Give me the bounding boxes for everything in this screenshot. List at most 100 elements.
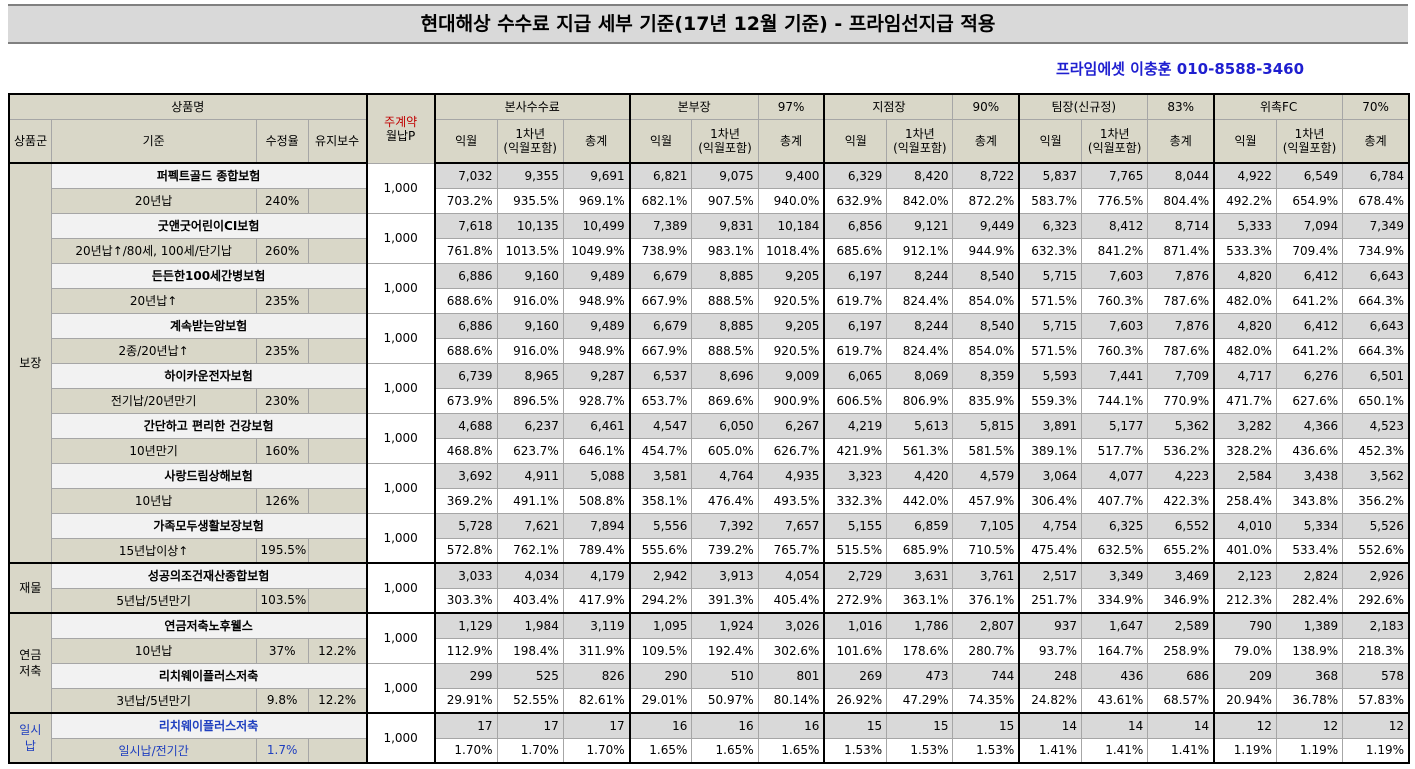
header-premium-label: 주계약 — [384, 114, 418, 129]
amount-cell: 9,205 — [757, 262, 825, 289]
amount-cell: 368 — [1275, 662, 1344, 689]
amount-cell: 8,244 — [886, 262, 954, 289]
product-rate: 195.5% — [255, 537, 309, 564]
percent-cell: 26.92% — [823, 687, 888, 714]
percent-cell: 471.7% — [1213, 387, 1277, 414]
amount-cell: 6,739 — [434, 362, 498, 389]
percent-cell: 760.3% — [1081, 337, 1149, 364]
product-rate: 235% — [255, 287, 309, 314]
percent-cell: 916.0% — [496, 337, 564, 364]
percent-cell: 653.7% — [628, 387, 693, 414]
percent-cell: 738.9% — [628, 237, 693, 264]
percent-cell: 407.7% — [1081, 487, 1149, 514]
percent-cell: 583.7% — [1018, 187, 1083, 214]
amount-cell: 7,094 — [1275, 212, 1344, 239]
percent-cell: 559.3% — [1018, 387, 1083, 414]
amount-cell: 15 — [886, 712, 954, 739]
amount-cell: 7,657 — [757, 512, 825, 539]
amount-cell: 4,077 — [1081, 462, 1149, 489]
percent-cell: 888.5% — [691, 337, 759, 364]
amount-cell: 6,237 — [496, 412, 564, 439]
product-row: 계속받는암보험 1,000 6,886 9,160 9,489 6,679 8,885 9,2… — [9, 312, 1411, 364]
percent-cell: 68.57% — [1147, 687, 1215, 714]
percent-cell: 983.1% — [691, 237, 759, 264]
product-subrow: 10년납 37% 12.2% 112.9% 198.4% 311.9% 109.5% 192.… — [9, 637, 1411, 664]
amount-cell: 248 — [1018, 662, 1083, 689]
amount-cell: 9,355 — [496, 162, 564, 189]
amount-cell: 6,886 — [434, 312, 498, 339]
amount-cell: 4,523 — [1342, 412, 1411, 439]
amount-cell: 2,729 — [823, 562, 888, 589]
amount-cell: 2,942 — [628, 562, 693, 589]
percent-cell: 632.3% — [1018, 237, 1083, 264]
percent-cell: 688.6% — [434, 337, 498, 364]
product-name: 가족모두생활보장보험 — [50, 512, 368, 539]
amount-cell: 6,501 — [1342, 362, 1411, 389]
percent-cell: 655.2% — [1147, 537, 1215, 564]
amount-cell: 12 — [1213, 712, 1277, 739]
amount-cell: 2,589 — [1147, 612, 1215, 639]
percent-cell: 1.70% — [496, 737, 564, 764]
amount-cell: 7,349 — [1342, 212, 1411, 239]
amount-cell: 6,643 — [1342, 312, 1411, 339]
percent-cell: 109.5% — [628, 637, 693, 664]
percent-cell: 389.1% — [1018, 437, 1083, 464]
product-maint — [307, 287, 368, 314]
product-basis: 3년납/5년만기 — [50, 687, 257, 714]
amount-cell: 8,885 — [691, 312, 759, 339]
product-maint — [307, 537, 368, 564]
header-col-year1-top: 1차년 — [1294, 126, 1325, 141]
amount-cell: 790 — [1213, 612, 1277, 639]
percent-cell: 1.19% — [1213, 737, 1277, 764]
percent-cell: 770.9% — [1147, 387, 1215, 414]
percent-cell: 80.14% — [757, 687, 825, 714]
amount-cell: 4,034 — [496, 562, 564, 589]
percent-cell: 82.61% — [562, 687, 631, 714]
percent-cell: 685.6% — [823, 237, 888, 264]
amount-cell: 10,499 — [562, 212, 631, 239]
amount-cell: 2,123 — [1213, 562, 1277, 589]
percent-cell: 1.41% — [1081, 737, 1149, 764]
product-basis: 전기납/20년만기 — [50, 387, 257, 414]
percent-cell: 417.9% — [562, 587, 631, 614]
group-label: 재물 — [7, 562, 52, 614]
percent-cell: 332.3% — [823, 487, 888, 514]
percent-cell: 192.4% — [691, 637, 759, 664]
percent-cell: 888.5% — [691, 287, 759, 314]
product-basis: 10년만기 — [50, 437, 257, 464]
amount-cell: 1,095 — [628, 612, 693, 639]
percent-cell: 492.2% — [1213, 187, 1277, 214]
amount-cell: 9,691 — [562, 162, 631, 189]
amount-cell: 9,205 — [757, 312, 825, 339]
percent-cell: 328.2% — [1213, 437, 1277, 464]
percent-cell: 896.5% — [496, 387, 564, 414]
product-name: 사랑드림상해보험 — [50, 462, 368, 489]
amount-cell: 16 — [628, 712, 693, 739]
amount-cell: 5,728 — [434, 512, 498, 539]
amount-cell: 8,540 — [952, 312, 1020, 339]
amount-cell: 744 — [952, 662, 1020, 689]
amount-cell: 7,389 — [628, 212, 693, 239]
amount-cell: 3,562 — [1342, 462, 1411, 489]
product-row: 리치웨이플러스저축 1,000 299 525 826 290 510 801 269 473 74… — [9, 662, 1411, 714]
amount-cell: 4,820 — [1213, 262, 1277, 289]
amount-cell: 6,886 — [434, 262, 498, 289]
header-section-2: 지점장 — [823, 93, 954, 120]
product-subrow: 전기납/20년만기 230% 673.9% 896.5% 928.7% 653.7% 869… — [9, 387, 1411, 414]
product-maint — [307, 337, 368, 364]
amount-cell: 6,323 — [1018, 212, 1083, 239]
percent-cell: 198.4% — [496, 637, 564, 664]
amount-cell: 14 — [1147, 712, 1215, 739]
percent-cell: 871.4% — [1147, 237, 1215, 264]
product-rate: 230% — [255, 387, 309, 414]
percent-cell: 482.0% — [1213, 287, 1277, 314]
amount-cell: 7,765 — [1081, 162, 1149, 189]
header-col-year1: 1차년 (익월포함) — [496, 118, 564, 164]
amount-cell: 5,593 — [1018, 362, 1083, 389]
amount-cell: 3,349 — [1081, 562, 1149, 589]
amount-cell: 8,244 — [886, 312, 954, 339]
header-col-year1-sub: (익월포함) — [698, 140, 752, 155]
amount-cell: 9,160 — [496, 312, 564, 339]
header-col-month: 익월 — [1018, 118, 1083, 164]
amount-cell: 1,984 — [496, 612, 564, 639]
